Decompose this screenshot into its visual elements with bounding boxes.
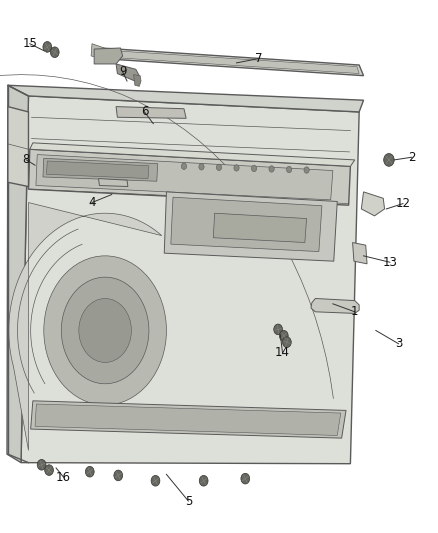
Circle shape	[199, 164, 204, 170]
Polygon shape	[31, 401, 346, 438]
Circle shape	[43, 42, 52, 52]
Circle shape	[274, 324, 283, 335]
Polygon shape	[164, 192, 337, 261]
Polygon shape	[9, 203, 162, 450]
Polygon shape	[43, 158, 158, 181]
Circle shape	[304, 167, 309, 173]
Polygon shape	[28, 149, 350, 205]
Text: 16: 16	[56, 471, 71, 483]
Circle shape	[44, 256, 166, 405]
Text: 3: 3	[395, 337, 402, 350]
Circle shape	[151, 475, 160, 486]
Polygon shape	[21, 96, 359, 464]
Circle shape	[241, 473, 250, 484]
Polygon shape	[91, 44, 104, 59]
Polygon shape	[8, 85, 364, 112]
Text: 14: 14	[275, 346, 290, 359]
Polygon shape	[7, 85, 28, 463]
Polygon shape	[353, 243, 367, 264]
Text: 8: 8	[23, 154, 30, 166]
Polygon shape	[35, 404, 341, 435]
Text: 5: 5	[185, 495, 192, 507]
Polygon shape	[46, 161, 149, 179]
Text: 9: 9	[119, 66, 127, 78]
Circle shape	[384, 154, 394, 166]
Circle shape	[216, 164, 222, 171]
Polygon shape	[213, 213, 307, 243]
Circle shape	[279, 330, 288, 341]
Circle shape	[283, 337, 291, 348]
Circle shape	[286, 166, 292, 173]
Polygon shape	[134, 75, 141, 86]
Polygon shape	[116, 64, 139, 81]
Polygon shape	[171, 197, 322, 252]
Circle shape	[181, 163, 187, 169]
Circle shape	[45, 465, 53, 475]
Circle shape	[85, 466, 94, 477]
Text: 4: 4	[88, 196, 96, 209]
Text: 2: 2	[408, 151, 416, 164]
Polygon shape	[99, 179, 128, 187]
Circle shape	[114, 470, 123, 481]
Polygon shape	[311, 298, 359, 313]
Polygon shape	[8, 107, 28, 187]
Circle shape	[37, 459, 46, 470]
Polygon shape	[104, 50, 359, 74]
Text: 15: 15	[22, 37, 37, 50]
Polygon shape	[36, 155, 333, 200]
Text: 13: 13	[382, 256, 397, 269]
Text: 12: 12	[396, 197, 410, 210]
Circle shape	[79, 298, 131, 362]
Circle shape	[61, 277, 149, 384]
Circle shape	[234, 165, 239, 171]
Text: 1: 1	[351, 305, 359, 318]
Polygon shape	[361, 192, 385, 216]
Circle shape	[50, 47, 59, 58]
Circle shape	[269, 166, 274, 172]
Text: 7: 7	[254, 52, 262, 65]
Polygon shape	[116, 107, 186, 118]
Circle shape	[251, 165, 257, 172]
Circle shape	[199, 475, 208, 486]
Polygon shape	[94, 48, 123, 64]
Polygon shape	[30, 143, 355, 166]
Text: 6: 6	[141, 106, 148, 118]
Polygon shape	[101, 48, 364, 76]
